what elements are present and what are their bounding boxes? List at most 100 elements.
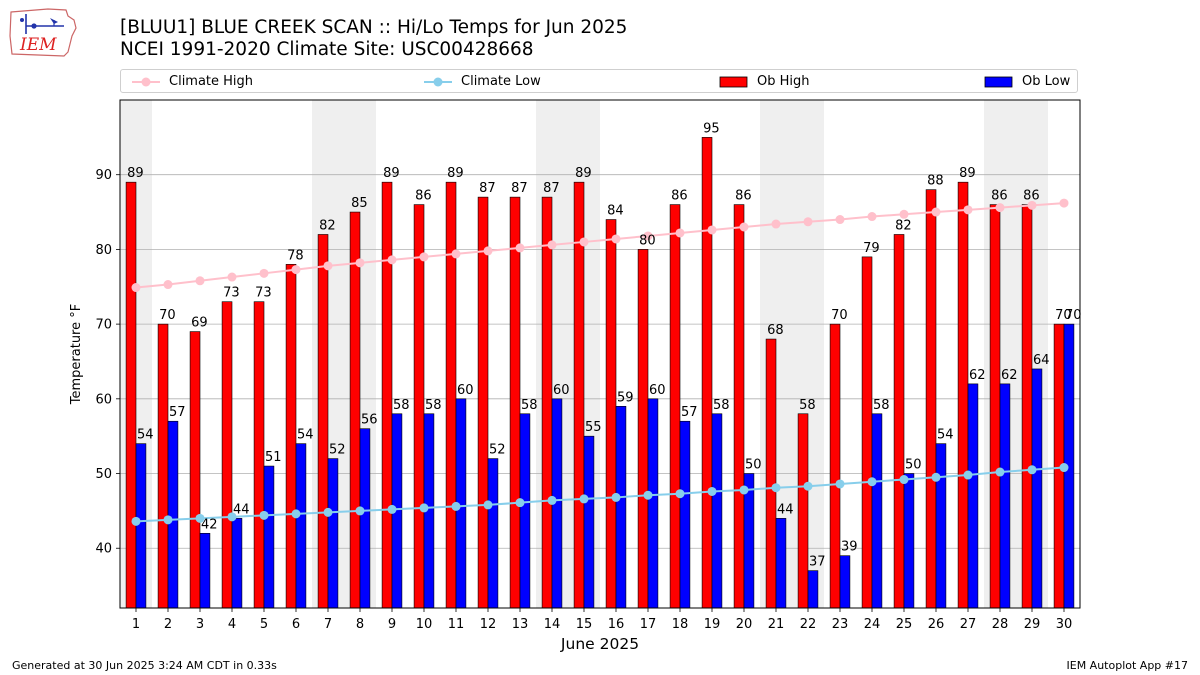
climate-high-point-6 [291,265,301,275]
x-axis-label: June 2025 [560,635,639,653]
x-tick-label-16: 16 [608,617,625,632]
ob-high-bar-25 [893,234,905,609]
climate-high-point-23 [835,215,845,225]
climate-high-point-19 [707,225,717,235]
ob-high-bar-11 [445,181,457,609]
climate-low-point-20 [739,485,749,495]
x-tick-label-2: 2 [164,617,172,632]
ob-high-label-10: 86 [415,189,432,204]
ob-high-bar-9 [381,181,393,609]
ob-high-label-28: 86 [991,189,1008,204]
ob-low-label-29: 64 [1033,353,1050,368]
legend-ob-low: Ob Low [984,73,1070,90]
climate-high-point-17 [643,231,653,241]
ob-high-label-8: 85 [351,196,368,211]
x-tick-label-4: 4 [228,617,236,632]
legend-climate-high-marker [132,77,160,86]
logo-text: IEM [19,35,57,55]
legend-climate-high: Climate High [131,73,253,90]
climate-low-point-23 [835,479,845,489]
chart-legend: Climate High Climate Low Ob High Ob Low [120,69,1078,93]
ob-low-bar-16 [615,405,627,609]
ob-low-label-6: 54 [297,428,314,443]
ob-low-label-9: 58 [393,398,410,413]
generated-timestamp: Generated at 30 Jun 2025 3:24 AM CDT in … [12,659,277,672]
ob-low-label-3: 42 [201,517,218,532]
legend-ob-high-swatch [719,76,748,87]
ob-high-bar-21 [765,338,777,609]
ob-low-label-2: 57 [169,405,186,420]
x-tick-label-29: 29 [1024,617,1041,632]
ob-low-label-7: 52 [329,443,346,458]
climate-low-point-1 [131,516,141,526]
ob-high-bar-23 [829,323,841,609]
ob-high-label-22: 58 [799,398,816,413]
ob-high-bar-12 [477,196,489,609]
x-tick-label-8: 8 [356,617,364,632]
ob-high-bar-27 [957,181,969,609]
ob-low-label-25: 50 [905,458,922,473]
ob-low-bar-27 [967,383,979,609]
ob-high-label-13: 87 [511,181,528,196]
x-tick-label-1: 1 [132,617,140,632]
x-tick-label-7: 7 [324,617,332,632]
ob-low-bar-28 [999,383,1011,609]
x-tick-label-26: 26 [928,617,945,632]
ob-high-bar-26 [925,189,937,609]
climate-high-point-11 [451,249,461,259]
ob-high-bar-18 [669,204,681,609]
climate-low-point-16 [611,492,621,502]
ob-low-label-26: 54 [937,428,954,443]
ob-high-bar-22 [797,413,809,609]
ob-low-label-16: 59 [617,390,634,405]
climate-high-point-4 [227,272,237,282]
ob-high-bar-10 [413,204,425,609]
ob-low-label-14: 60 [553,383,570,398]
climate-high-point-25 [899,209,909,219]
ob-low-label-19: 58 [713,398,730,413]
ob-high-label-20: 86 [735,189,752,204]
ob-low-bar-26 [935,443,947,609]
ob-high-bar-19 [701,137,713,609]
ob-low-bar-17 [647,398,659,609]
x-tick-label-15: 15 [576,617,593,632]
climate-high-point-12 [483,246,493,256]
ob-low-label-5: 51 [265,450,282,465]
ob-low-bar-22 [807,570,819,609]
x-tick-label-3: 3 [196,617,204,632]
ob-low-label-10: 58 [425,398,442,413]
x-tick-label-10: 10 [416,617,433,632]
climate-high-point-3 [195,276,205,286]
ob-low-bar-24 [871,413,883,609]
ob-low-label-12: 52 [489,443,506,458]
ob-high-label-17: 80 [639,233,656,248]
ob-low-label-13: 58 [521,398,538,413]
plot-frame [119,99,1081,609]
ob-high-label-15: 89 [575,166,592,181]
app-credit: IEM Autoplot App #17 [1066,659,1189,672]
x-tick-label-18: 18 [672,617,689,632]
climate-high-point-1 [131,283,141,293]
ob-high-bar-1 [125,181,137,609]
climate-low-point-19 [707,486,717,496]
ob-high-label-23: 70 [831,308,848,323]
climate-low-point-9 [387,504,397,514]
climate-low-point-8 [355,506,365,516]
climate-low-point-30 [1059,463,1069,473]
ob-low-label-28: 62 [1001,368,1018,383]
ob-high-label-19: 95 [703,121,720,136]
ob-low-bar-2 [167,420,179,609]
climate-low-point-10 [419,503,429,513]
chart-subtitle: NCEI 1991-2020 Climate Site: USC00428668 [120,39,534,60]
climate-high-point-7 [323,261,333,271]
ob-high-label-1: 89 [127,166,144,181]
climate-low-point-29 [1027,465,1037,475]
ob-low-label-4: 44 [233,502,250,517]
climate-high-point-20 [739,222,749,232]
ob-high-bar-29 [1021,204,1033,609]
ob-high-label-25: 82 [895,218,912,233]
ob-low-bar-4 [231,518,243,609]
iem-logo: IEM [9,8,77,57]
ob-high-label-11: 89 [447,166,464,181]
ob-low-bar-8 [359,428,371,609]
